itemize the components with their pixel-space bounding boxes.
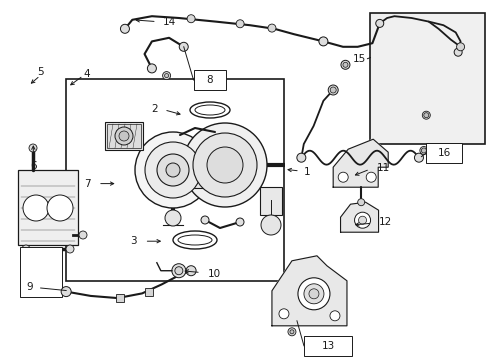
Circle shape: [376, 19, 384, 27]
Circle shape: [290, 330, 294, 334]
Circle shape: [261, 215, 281, 235]
Circle shape: [366, 172, 376, 182]
Circle shape: [236, 218, 244, 226]
Circle shape: [338, 172, 348, 182]
Text: 3: 3: [130, 236, 137, 246]
Text: 1: 1: [304, 167, 311, 177]
Bar: [304, 336, 352, 356]
Circle shape: [298, 278, 330, 310]
Text: 15: 15: [353, 54, 367, 64]
Circle shape: [422, 111, 430, 119]
Text: 6: 6: [30, 161, 37, 171]
Circle shape: [172, 264, 186, 278]
Circle shape: [420, 147, 428, 154]
Circle shape: [119, 131, 129, 141]
Circle shape: [297, 153, 306, 162]
Circle shape: [319, 37, 327, 45]
Circle shape: [207, 147, 243, 183]
Circle shape: [166, 163, 180, 177]
Text: 10: 10: [208, 269, 221, 279]
Circle shape: [23, 195, 49, 221]
Circle shape: [79, 231, 87, 239]
Circle shape: [175, 267, 183, 275]
Bar: [260, 187, 282, 215]
Circle shape: [165, 210, 181, 226]
Circle shape: [236, 20, 244, 28]
Circle shape: [328, 85, 338, 95]
Text: 12: 12: [379, 217, 392, 228]
Text: 8: 8: [206, 75, 213, 85]
Circle shape: [147, 64, 156, 73]
Circle shape: [22, 245, 30, 253]
Circle shape: [187, 15, 195, 23]
Polygon shape: [272, 256, 347, 326]
Bar: [146, 288, 153, 296]
Circle shape: [343, 62, 348, 67]
Circle shape: [279, 309, 289, 319]
Text: 13: 13: [321, 341, 335, 351]
Circle shape: [288, 328, 296, 336]
Bar: [194, 70, 225, 90]
Circle shape: [179, 42, 188, 51]
Circle shape: [421, 148, 426, 153]
Text: 9: 9: [26, 282, 33, 292]
Circle shape: [186, 266, 196, 276]
Circle shape: [454, 48, 462, 56]
Bar: [370, 13, 485, 144]
Text: 7: 7: [84, 179, 91, 189]
Circle shape: [457, 43, 465, 51]
Circle shape: [304, 284, 324, 304]
Bar: [18, 170, 78, 245]
Circle shape: [121, 24, 129, 33]
Circle shape: [163, 72, 171, 80]
Text: 11: 11: [376, 163, 390, 173]
Circle shape: [66, 245, 74, 253]
Circle shape: [61, 287, 71, 297]
Bar: [105, 122, 143, 150]
Circle shape: [183, 123, 267, 207]
Text: 16: 16: [438, 148, 451, 158]
Text: 5: 5: [37, 67, 44, 77]
Bar: [190, 152, 228, 188]
Bar: [116, 294, 124, 302]
Circle shape: [47, 195, 73, 221]
Circle shape: [157, 154, 189, 186]
Bar: [426, 143, 462, 163]
Circle shape: [330, 311, 340, 321]
Circle shape: [359, 216, 367, 224]
Bar: [107, 124, 141, 148]
Circle shape: [319, 37, 328, 46]
Text: 2: 2: [151, 104, 158, 114]
Circle shape: [330, 87, 336, 93]
Circle shape: [29, 144, 37, 152]
Circle shape: [135, 132, 211, 208]
Circle shape: [193, 133, 257, 197]
Circle shape: [341, 60, 350, 69]
Text: 14: 14: [163, 17, 176, 27]
Circle shape: [415, 153, 423, 162]
Circle shape: [115, 127, 133, 145]
Bar: [20, 247, 62, 297]
Polygon shape: [333, 139, 388, 187]
Circle shape: [358, 199, 365, 206]
Circle shape: [145, 142, 201, 198]
Polygon shape: [341, 202, 379, 232]
Text: 4: 4: [83, 69, 90, 79]
Circle shape: [424, 113, 429, 118]
Circle shape: [165, 73, 169, 78]
Circle shape: [201, 216, 209, 224]
Circle shape: [355, 212, 370, 228]
Circle shape: [309, 289, 319, 299]
Bar: [66, 79, 284, 281]
Circle shape: [268, 24, 276, 32]
